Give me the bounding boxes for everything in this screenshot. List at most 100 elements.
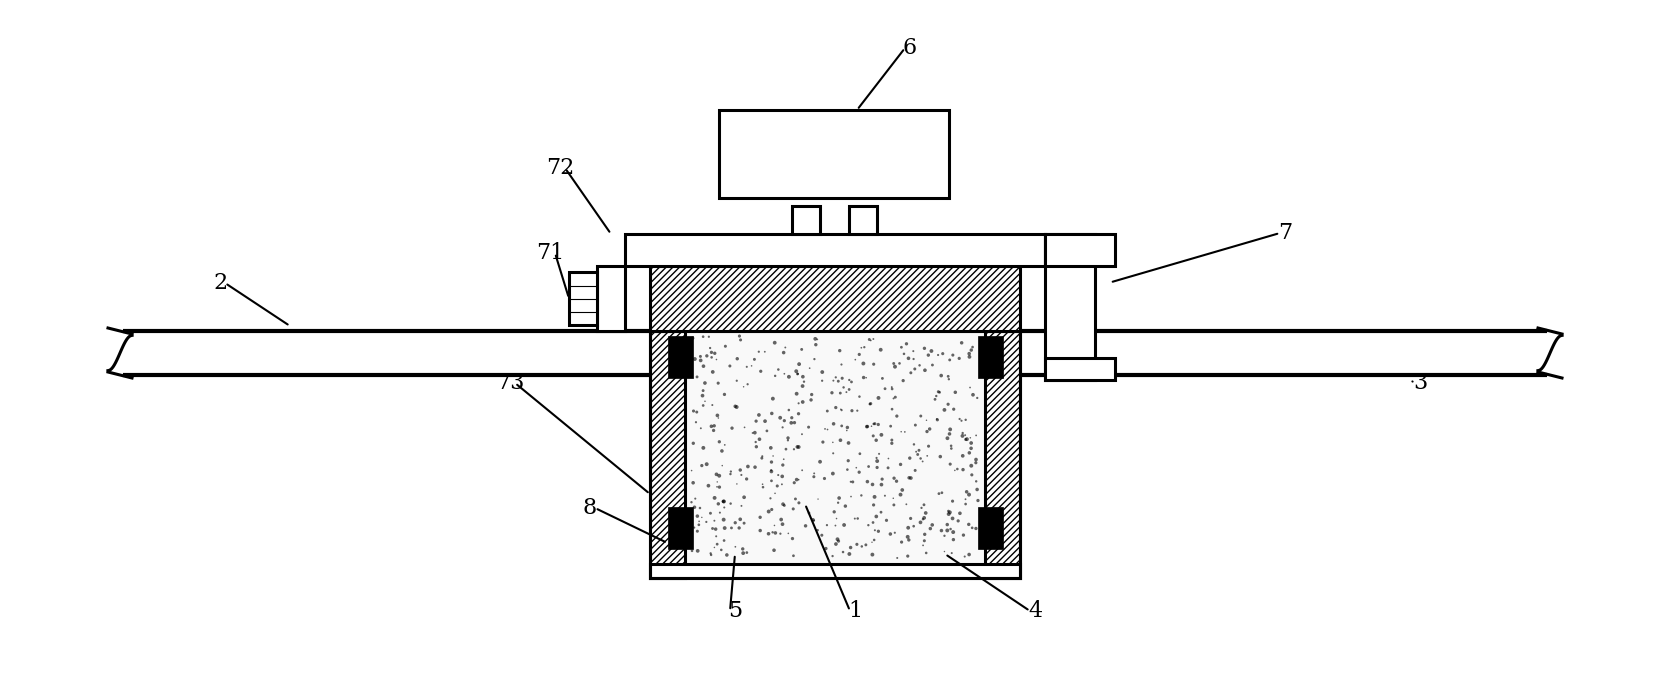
- Bar: [1044, 358, 1114, 380]
- Point: [836, 456, 862, 466]
- Point: [821, 419, 847, 430]
- Point: [767, 514, 794, 525]
- Point: [836, 374, 862, 385]
- Point: [909, 456, 936, 467]
- Point: [866, 448, 892, 459]
- Point: [887, 489, 914, 500]
- Point: [822, 520, 849, 531]
- Point: [906, 360, 932, 371]
- Point: [759, 504, 786, 515]
- Point: [707, 507, 734, 518]
- Point: [712, 439, 739, 450]
- Point: [832, 387, 859, 398]
- Point: [909, 540, 936, 551]
- Point: [836, 384, 862, 395]
- Point: [786, 398, 812, 408]
- Point: [959, 522, 986, 533]
- Point: [949, 450, 976, 461]
- Point: [852, 540, 879, 550]
- Point: [762, 527, 789, 538]
- Point: [949, 430, 976, 441]
- Point: [706, 471, 732, 482]
- Point: [829, 373, 856, 384]
- Point: [879, 438, 906, 449]
- Point: [902, 446, 929, 457]
- Point: [686, 516, 712, 527]
- Point: [842, 354, 869, 365]
- Point: [936, 507, 962, 518]
- Point: [827, 359, 854, 370]
- Point: [781, 503, 807, 514]
- Point: [886, 358, 912, 369]
- Point: [861, 359, 887, 370]
- Point: [824, 513, 851, 524]
- Point: [861, 418, 887, 429]
- Point: [957, 438, 984, 449]
- Point: [896, 473, 922, 484]
- Point: [824, 497, 851, 508]
- Point: [922, 391, 949, 402]
- Point: [866, 393, 892, 404]
- Point: [879, 384, 906, 395]
- Point: [956, 351, 982, 362]
- Point: [764, 481, 791, 492]
- Point: [719, 423, 746, 434]
- Point: [691, 361, 717, 372]
- Point: [682, 354, 709, 365]
- Point: [777, 417, 804, 428]
- Point: [827, 388, 854, 399]
- Point: [802, 333, 829, 344]
- Point: [689, 512, 716, 523]
- Point: [796, 507, 822, 518]
- Point: [857, 335, 884, 346]
- Point: [941, 404, 967, 415]
- Point: [681, 438, 707, 449]
- Point: [726, 331, 752, 342]
- Bar: [651, 266, 1021, 331]
- Point: [734, 361, 761, 372]
- Point: [804, 525, 831, 535]
- Point: [757, 464, 784, 475]
- Point: [729, 544, 756, 555]
- Point: [837, 542, 864, 553]
- Point: [952, 434, 979, 445]
- Point: [819, 550, 846, 561]
- Point: [874, 462, 901, 473]
- Point: [859, 549, 886, 560]
- Point: [846, 391, 872, 402]
- Point: [952, 415, 979, 426]
- Point: [891, 348, 917, 359]
- Bar: [1044, 234, 1094, 380]
- Point: [742, 436, 769, 447]
- Point: [959, 342, 986, 352]
- Point: [867, 430, 894, 441]
- Point: [784, 369, 811, 380]
- Point: [836, 438, 862, 449]
- Point: [852, 372, 879, 383]
- Point: [831, 520, 857, 531]
- Point: [729, 501, 756, 512]
- Point: [937, 424, 964, 435]
- Point: [711, 496, 737, 507]
- Point: [699, 400, 726, 410]
- Point: [864, 462, 891, 473]
- Text: 3: 3: [1413, 372, 1428, 394]
- Point: [749, 479, 776, 490]
- Point: [702, 531, 729, 542]
- Point: [696, 480, 722, 491]
- Point: [851, 372, 877, 383]
- Point: [957, 443, 984, 454]
- Bar: [686, 331, 986, 564]
- Point: [936, 374, 962, 385]
- Point: [861, 535, 887, 546]
- Point: [902, 419, 929, 430]
- Point: [709, 460, 736, 471]
- Point: [941, 465, 967, 476]
- Point: [912, 415, 939, 426]
- Point: [757, 443, 784, 454]
- Point: [711, 535, 737, 546]
- Point: [771, 347, 797, 358]
- Point: [889, 484, 916, 495]
- Point: [837, 491, 864, 502]
- Point: [749, 451, 776, 462]
